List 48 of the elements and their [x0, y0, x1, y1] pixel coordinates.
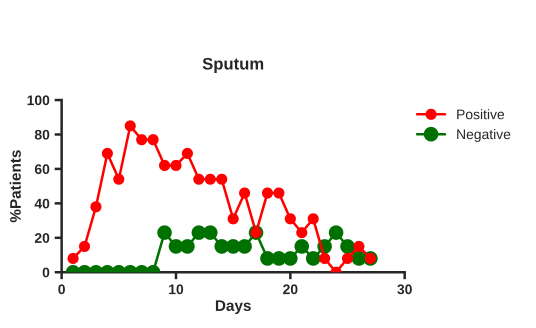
- y-tick-label: 40: [34, 198, 50, 209]
- point: [170, 160, 182, 172]
- point: [353, 240, 364, 252]
- point: [262, 187, 274, 199]
- point: [237, 239, 252, 254]
- x-tick-label: 30: [397, 284, 412, 294]
- point: [204, 174, 216, 185]
- y-tick-label: 60: [34, 164, 50, 174]
- point: [306, 251, 320, 266]
- x-tick-label: 20: [283, 284, 298, 294]
- point: [113, 174, 124, 185]
- y-tick-label: 0: [42, 268, 50, 278]
- y-tick-label: 80: [34, 130, 50, 140]
- point: [203, 225, 218, 240]
- point: [158, 160, 170, 172]
- y-tick-label: 100: [28, 95, 50, 106]
- point: [157, 225, 172, 240]
- point: [182, 148, 193, 159]
- legend-label: Negative: [457, 128, 510, 142]
- point: [340, 239, 355, 254]
- point: [68, 252, 79, 264]
- chart-title: Sputum: [202, 58, 264, 73]
- point: [180, 239, 195, 254]
- legend-label: Positive: [457, 109, 504, 120]
- point: [124, 120, 136, 132]
- point: [273, 187, 284, 199]
- point: [102, 148, 113, 159]
- point: [296, 227, 308, 238]
- point: [342, 252, 354, 264]
- point: [193, 174, 204, 185]
- point: [228, 213, 239, 224]
- point: [328, 225, 344, 240]
- point: [308, 213, 319, 224]
- point: [78, 240, 90, 252]
- point: [284, 213, 296, 224]
- point: [239, 187, 250, 199]
- y-axis-title: %Patients: [10, 150, 21, 222]
- point: [90, 201, 102, 212]
- point: [216, 174, 228, 185]
- y-tick-label: 20: [34, 233, 50, 243]
- point: [136, 134, 148, 146]
- x-axis-title: Days: [216, 300, 251, 314]
- point: [148, 134, 159, 146]
- point: [283, 251, 298, 266]
- point: [294, 239, 310, 254]
- x-tick-label: 0: [58, 284, 65, 294]
- x-tick-label: 10: [169, 284, 184, 294]
- point: [319, 252, 330, 264]
